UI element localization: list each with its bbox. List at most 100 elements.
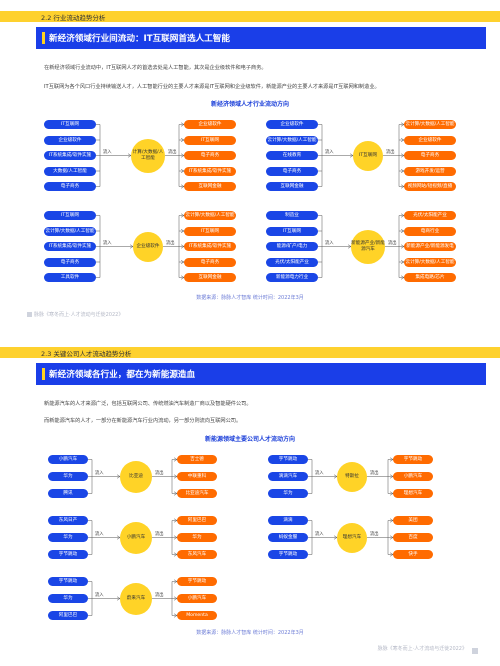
- destination-box: 字节跳动: [177, 577, 217, 586]
- paragraph: IT互联网为各个风口行业持续输送人才，人工智能行业的主要人才来源是IT互联网和企…: [44, 84, 380, 90]
- destination-box: 电子商务: [184, 151, 236, 160]
- source-box: IT互联网: [44, 120, 96, 129]
- source-box: 电子商务: [44, 257, 96, 267]
- section-header: 2.2 行业流动趋势分析: [0, 11, 500, 22]
- destination-box: 字节跳动: [393, 455, 433, 464]
- source-box: 字节跳动: [268, 550, 308, 559]
- destination-box: 小鹏汽车: [393, 472, 433, 481]
- destination-box: 中联重科: [177, 472, 217, 481]
- page-footer: 脉脉《寒冬而上·人才流动与迁徙2022》: [378, 645, 467, 652]
- destination-box: 互联网金融: [184, 273, 236, 282]
- destination-box: 阿里巴巴: [177, 516, 217, 525]
- section-banner: 新经济领域各行业，都在为新能源造血: [36, 363, 486, 385]
- destination-box: 理想汽车: [393, 489, 433, 498]
- center-node: 计算/大数据/人工智能: [131, 138, 165, 173]
- center-node: 蔚来汽车: [120, 582, 152, 615]
- source-box: 滴滴: [268, 516, 308, 525]
- inflow-label: 流入: [95, 592, 104, 598]
- destination-box: 东风汽车: [177, 550, 217, 559]
- paragraph: 在新经济领域行业流动中，IT互联网人才的首选去处是人工智能，其次是企业级软件和电…: [44, 65, 267, 71]
- outflow-label: 流出: [155, 470, 164, 476]
- outflow-label: 流出: [388, 240, 397, 246]
- source-box: 蚂蚁金服: [268, 533, 308, 542]
- source-box: 字节跳动: [48, 577, 88, 586]
- destination-box: 百度: [393, 533, 433, 542]
- section-header-text: 2.2 行业流动趋势分析: [41, 14, 106, 22]
- destination-box: 企业级软件: [404, 135, 456, 145]
- outflow-label: 流出: [386, 149, 395, 155]
- source-box: 电子商务: [266, 166, 318, 176]
- center-node: IT互联网: [353, 140, 383, 171]
- outflow-label: 流出: [370, 470, 379, 476]
- source-box: 电子商务: [44, 182, 96, 191]
- source-box: IT互联网: [266, 226, 318, 236]
- source-box: 制造业: [266, 211, 318, 220]
- center-node: 特斯拉: [337, 461, 367, 492]
- source-box: 大数据/人工智能: [44, 166, 96, 176]
- destination-box: 吉士德: [177, 455, 217, 464]
- banner-accent: [42, 368, 45, 380]
- destination-box: 企业级软件: [184, 120, 236, 129]
- inflow-label: 流入: [95, 531, 104, 537]
- source-note: 数据来源：脉脉人才智库 统计时间：2022年3月: [196, 630, 304, 636]
- banner-accent: [42, 32, 45, 44]
- source-box: 华为: [268, 489, 308, 498]
- outflow-label: 流出: [155, 592, 164, 598]
- destination-box: 云计算/大数据/人工智能: [184, 211, 236, 220]
- outflow-label: 流出: [168, 149, 177, 155]
- destination-box: 集成电路/芯片: [404, 273, 456, 282]
- destination-box: Momenta: [177, 611, 217, 620]
- destination-box: 视频网站/短视频/直播: [404, 182, 456, 191]
- outflow-label: 流出: [155, 531, 164, 537]
- inflow-label: 流入: [103, 240, 112, 246]
- outflow-label: 流出: [370, 531, 379, 537]
- page-footer: 脉脉《寒冬而上·人才流动与迁徙2022》: [27, 311, 123, 318]
- source-box: 互联网金融: [266, 182, 318, 191]
- destination-box: 比亚迪汽车: [177, 489, 217, 498]
- source-box: 企业级软件: [44, 135, 96, 145]
- center-node: 企业级软件: [133, 231, 163, 262]
- source-box: 字节跳动: [268, 455, 308, 464]
- destination-box: 云计算/大数据/人工智能: [404, 120, 456, 129]
- page-corner-mark: [472, 648, 478, 654]
- inflow-label: 流入: [325, 240, 334, 246]
- destination-box: 快手: [393, 550, 433, 559]
- source-box: 华为: [48, 594, 88, 603]
- source-box: 小鹏汽车: [48, 455, 88, 464]
- section-header: 2.3 关键公司人才流动趋势分析: [0, 347, 500, 358]
- source-box: IT系统集成/软件实施: [44, 242, 96, 251]
- source-note: 数据来源：脉脉人才智库 统计时间：2022年3月: [196, 295, 304, 301]
- outflow-label: 流出: [166, 240, 175, 246]
- destination-box: 电子商务: [184, 257, 236, 267]
- destination-box: 美团: [393, 516, 433, 525]
- destination-box: 新能源产业/新能源发电: [404, 242, 456, 251]
- source-box: IT系统集成/软件实施: [44, 151, 96, 160]
- destination-box: 游戏开发/运营: [404, 166, 456, 176]
- banner-title: 新经济领域各行业，都在为新能源造血: [49, 370, 196, 380]
- destination-box: IT互联网: [184, 226, 236, 236]
- banner-title: 新经济领域行业间流动：IT互联网首选人工智能: [49, 34, 230, 44]
- destination-box: IT系统集成/软件实施: [184, 166, 236, 176]
- source-box: 字节跳动: [48, 550, 88, 559]
- footer-text: 脉脉《寒冬而上·人才流动与迁徙2022》: [377, 646, 467, 652]
- center-node: 理想汽车: [337, 522, 367, 553]
- inflow-label: 流入: [315, 470, 324, 476]
- inflow-label: 流入: [103, 149, 112, 155]
- source-box: 云计算/大数据/人工智能: [266, 135, 318, 145]
- source-box: 云计算/大数据/人工智能: [44, 226, 96, 236]
- destination-box: 光伏/太阳能产业: [404, 211, 456, 220]
- source-box: 能源/矿产/电力: [266, 242, 318, 251]
- source-box: 新能源电力行业: [266, 273, 318, 282]
- source-box: 在线教育: [266, 151, 318, 160]
- source-box: 光伏/太阳能产业: [266, 257, 318, 267]
- paragraph: 新能源汽车的人才来源广泛，包括互联网公司、传统燃油汽车制造厂商以及智能硬件公司。: [44, 401, 252, 407]
- inflow-label: 流入: [315, 531, 324, 537]
- source-box: 阿里巴巴: [48, 611, 88, 620]
- source-box: 腾讯: [48, 489, 88, 498]
- destination-box: IT系统集成/软件实施: [184, 242, 236, 251]
- diagram-title: 新经济领域人才行业流动方向: [210, 101, 289, 108]
- destination-box: 小鹏汽车: [177, 594, 217, 603]
